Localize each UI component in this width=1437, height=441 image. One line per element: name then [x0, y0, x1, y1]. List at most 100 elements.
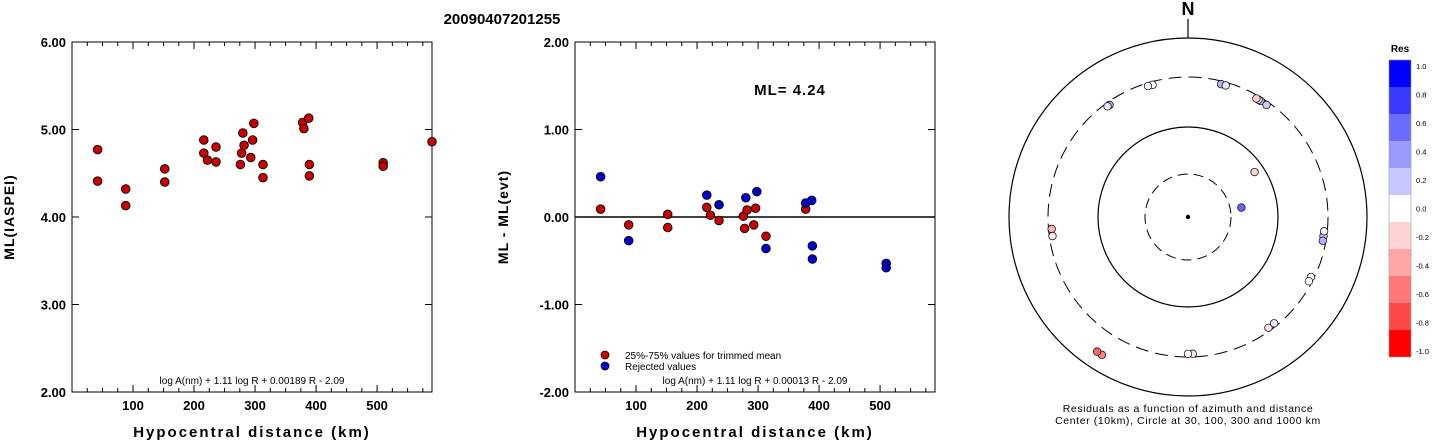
colorbar-cell [1389, 249, 1411, 276]
data-point [211, 157, 221, 167]
legend: 25%-75% values for trimmed mean Rejected… [600, 350, 781, 373]
data-point [739, 223, 750, 234]
x-tick-label: 100 [122, 398, 144, 413]
x-tick-label: 500 [366, 398, 388, 413]
data-point [741, 192, 751, 203]
data-point [236, 148, 247, 158]
data-point [378, 161, 388, 171]
data-point [92, 176, 103, 186]
colorbar-tick-label: 0.0 [1416, 205, 1426, 214]
chart-ml-residual: -2.00 -1.00 0.00 1.00 2.00 100 200 300 400 500 M… [495, 35, 936, 441]
data-point [662, 209, 673, 220]
data-point [159, 177, 170, 187]
data-point [258, 172, 268, 183]
colorbar-tick-label: 0.2 [1416, 176, 1426, 185]
data-point [120, 200, 131, 211]
plot-frame [71, 41, 433, 393]
page-title: 20090407201255 [444, 11, 561, 28]
station-marker [1103, 102, 1112, 111]
x-axis-label: Hypocentral distance (km) [636, 424, 874, 441]
y-tick-label: 1.00 [544, 123, 569, 138]
data-points [92, 113, 437, 211]
data-point [750, 203, 761, 213]
colorbar-tick-label: -0.8 [1416, 319, 1429, 328]
data-point [761, 231, 771, 241]
colorbar: Res 1.0 0.8 0.6 0.4 0.2 0.0 -0.2 -0.4 -0.6 -0.8 -1… [1388, 44, 1429, 358]
colorbar-cell [1389, 60, 1411, 87]
station-marker [1250, 167, 1259, 177]
x-tick-label: 100 [625, 398, 647, 413]
colorbar-tick-label: 0.6 [1416, 119, 1426, 128]
data-point [702, 202, 712, 213]
data-point [881, 263, 891, 273]
x-tick-label: 300 [244, 398, 266, 413]
data-point [595, 204, 606, 214]
data-point [623, 220, 634, 230]
data-point [595, 171, 606, 182]
data-point [623, 235, 634, 246]
data-point [211, 142, 221, 152]
station-marker [1319, 227, 1329, 236]
colorbar-cell [1389, 87, 1411, 114]
data-point [299, 123, 309, 134]
y-tick-label: 5.00 [41, 123, 66, 138]
chart-azimuth-residuals: N Residuals as a function of azimuth and… [1008, 0, 1368, 427]
y-tick-label: 0.00 [544, 210, 569, 225]
x-tick-label: 500 [869, 398, 891, 413]
y-axis-ticks: -2.00 -1.00 0.00 1.00 2.00 [539, 35, 935, 400]
caption-line-2: Center (10km), Circle at 30, 100, 300 an… [1055, 415, 1321, 427]
x-tick-label: 200 [183, 398, 205, 413]
data-point [239, 140, 249, 150]
station-marker [1183, 349, 1193, 359]
colorbar-cell [1389, 141, 1411, 168]
colorbar-cell [1389, 330, 1411, 357]
colorbar-cell [1389, 303, 1411, 330]
station-marker [1237, 203, 1246, 212]
x-tick-label: 400 [305, 398, 327, 413]
colorbar-tick-label: 0.8 [1416, 91, 1426, 100]
colorbar-title: Res [1391, 44, 1410, 55]
data-point [714, 215, 724, 226]
data-point [246, 152, 256, 163]
data-point [258, 159, 268, 170]
annotation-formula: log A(nm) + 1.11 log R + 0.00189 R - 2.0… [160, 376, 345, 387]
y-tick-label: -1.00 [539, 298, 569, 313]
north-label: N [1182, 0, 1195, 19]
data-point [159, 164, 170, 174]
colorbar-tick-label: -0.6 [1416, 290, 1429, 299]
y-axis-label: ML(IASPEI) [1, 174, 17, 259]
station-marker [1221, 81, 1230, 90]
data-point [235, 159, 246, 170]
colorbar-tick-label: 0.4 [1416, 148, 1426, 157]
data-point [120, 184, 131, 194]
data-point [749, 220, 759, 230]
colorbar-ticks: 1.0 0.8 0.6 0.4 0.2 0.0 -0.2 -0.4 -0.6 -0.8 -1.0 [1416, 62, 1429, 356]
data-point [705, 210, 716, 220]
y-axis-label: ML - ML(evt) [495, 170, 511, 264]
station-marker [1047, 224, 1056, 234]
y-tick-label: 2.00 [544, 35, 569, 50]
legend-label-trimmed: 25%-75% values for trimmed mean [625, 351, 781, 362]
colorbar-tick-label: -0.4 [1416, 262, 1429, 271]
y-tick-label: 6.00 [41, 35, 66, 50]
data-point [238, 128, 248, 138]
station-marker [1143, 81, 1153, 91]
station-marker [1262, 100, 1271, 110]
data-point [752, 186, 762, 197]
data-point [303, 113, 314, 123]
legend-marker-trimmed [600, 350, 610, 360]
data-point [742, 205, 752, 215]
x-axis-ticks: 100 200 300 400 500 [71, 42, 424, 413]
data-point [807, 254, 818, 264]
ring-dashed-inner [1144, 173, 1232, 261]
epicenter-dot [1185, 214, 1191, 220]
y-axis-ticks: 2.00 3.00 4.00 5.00 6.00 [41, 35, 432, 400]
data-point [714, 199, 724, 210]
data-point [304, 159, 315, 170]
y-tick-label: 3.00 [41, 298, 66, 313]
y-tick-label: 4.00 [41, 210, 66, 225]
x-axis-ticks: 100 200 300 400 500 [574, 42, 927, 413]
ring-outer [1008, 37, 1368, 397]
station-marker [1318, 236, 1327, 245]
station-markers [1047, 80, 1329, 359]
